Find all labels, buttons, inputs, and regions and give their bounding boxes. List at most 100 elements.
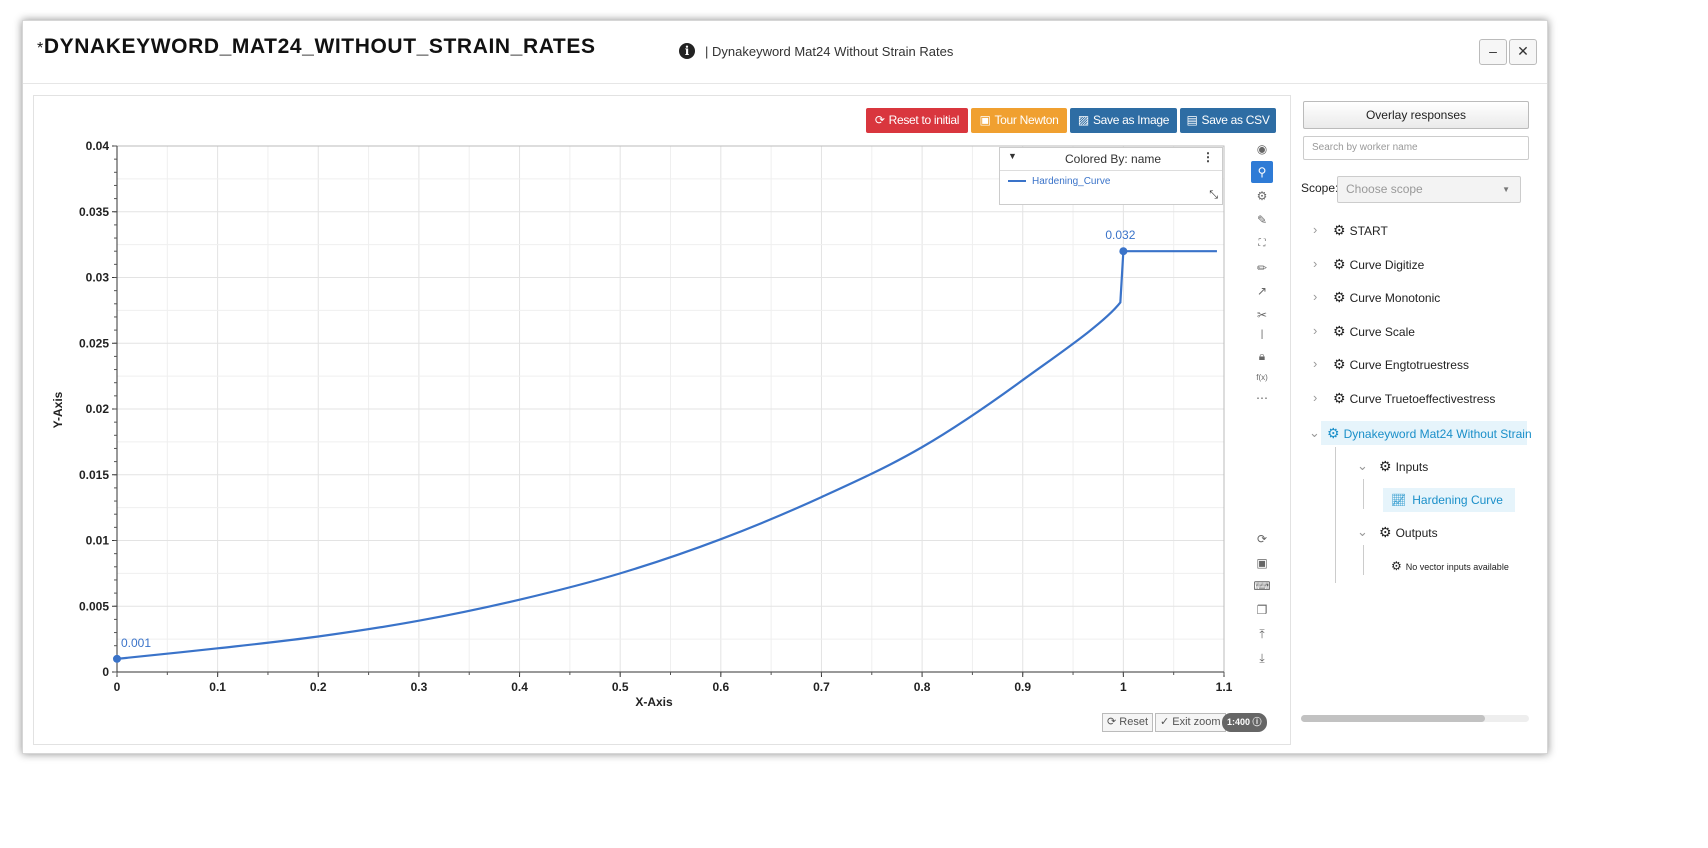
gear-icon: ⚙	[1379, 458, 1392, 474]
data-point-marker[interactable]	[113, 654, 121, 663]
save-as-csv-button[interactable]: ▤ Save as CSV	[1180, 108, 1276, 133]
tree-item-label: Curve Monotonic	[1349, 291, 1441, 305]
tree-item-curve-monotonic[interactable]: › ⚙ Curve Monotonic	[1313, 286, 1441, 308]
unsaved-marker: *	[37, 40, 44, 57]
zoom-ratio-badge[interactable]: 1:400 ⓘ	[1222, 713, 1267, 732]
x-tick-label: 0.1	[209, 680, 226, 694]
y-tick-label: 0	[102, 665, 109, 679]
horizontal-scrollbar[interactable]	[1301, 715, 1529, 722]
more-icon[interactable]: ⋯	[1256, 391, 1268, 405]
tree-guide-line	[1363, 479, 1364, 509]
window-title: *DYNAKEYWORD_MAT24_WITHOUT_STRAIN_RATES	[37, 35, 596, 59]
x-tick-label: 1	[1120, 680, 1127, 694]
copy-icon[interactable]: ❐	[1256, 603, 1268, 617]
title-text: DYNAKEYWORD_MAT24_WITHOUT_STRAIN_RATES	[43, 35, 596, 58]
data-point-label: 0.001	[121, 636, 151, 650]
data-point-marker[interactable]	[1119, 247, 1128, 256]
chevron-down-icon[interactable]: ⌄	[1309, 425, 1320, 440]
tree-item-curve-engtotruestress[interactable]: › ⚙ Curve Engtotruestress	[1313, 353, 1469, 375]
upload-icon[interactable]: ⤒	[1259, 627, 1265, 641]
exit-zoom-button[interactable]: ✓ Exit zoom	[1155, 713, 1226, 732]
refresh-icon[interactable]: ⟳	[1256, 532, 1268, 546]
gear-icon: ⚙	[1333, 255, 1346, 272]
tree-item-curve-digitize[interactable]: › ⚙ Curve Digitize	[1313, 253, 1424, 275]
x-tick-label: 0.8	[914, 680, 931, 694]
y-tick-label: 0.03	[86, 271, 110, 285]
close-button[interactable]: ✕	[1509, 39, 1537, 65]
y-tick-label: 0.02	[86, 402, 110, 416]
x-tick-label: 0.7	[813, 680, 830, 694]
scope-label: Scope:	[1301, 181, 1339, 195]
pencil-icon[interactable]: ✏	[1256, 261, 1268, 275]
gear-icon: ⚙	[1333, 289, 1346, 305]
chevron-right-icon[interactable]: ›	[1313, 222, 1318, 237]
x-tick-label: 0.9	[1014, 680, 1031, 694]
resize-handle-icon[interactable]: ⤡	[1209, 189, 1218, 201]
search-input[interactable]: Search by worker name	[1303, 136, 1529, 160]
tree-item-inputs[interactable]: ⌄ ⚙ Inputs	[1357, 455, 1428, 477]
legend-line-swatch	[1008, 180, 1026, 183]
right-panel: Overlay responses Search by worker name …	[1301, 95, 1532, 735]
y-tick-label: 0.04	[86, 139, 110, 153]
keyboard-icon[interactable]: ⌨	[1253, 579, 1271, 593]
tour-newton-button[interactable]: ▣ Tour Newton	[971, 108, 1067, 133]
tree-item-start[interactable]: › ⚙ START	[1313, 219, 1388, 241]
lock-icon[interactable]: 🔒︎	[1258, 349, 1266, 363]
gear-icon: ⚙	[1379, 524, 1392, 540]
y-axis-label: Y-Axis	[51, 391, 65, 428]
minimize-button[interactable]: –	[1479, 39, 1507, 65]
x-tick-label: 0.3	[411, 680, 428, 694]
x-tick-label: 0.5	[612, 680, 629, 694]
tree-item-active-worker[interactable]: ⌄ ⚙ Dynakeyword Mat24 Without Strain	[1309, 421, 1532, 445]
legend-header[interactable]: ▼ Colored By: name ⋮	[1000, 148, 1222, 171]
caret-down-icon[interactable]: ▼	[1008, 151, 1017, 161]
chevron-right-icon[interactable]: ›	[1313, 289, 1318, 304]
x-tick-label: 0.6	[712, 680, 729, 694]
eye-icon[interactable]: ◉	[1256, 142, 1268, 156]
function-icon[interactable]: f(x)	[1256, 373, 1268, 382]
window-header: *DYNAKEYWORD_MAT24_WITHOUT_STRAIN_RATES …	[23, 21, 1547, 84]
chevron-right-icon[interactable]: ›	[1313, 322, 1318, 338]
overlay-responses-button[interactable]: Overlay responses	[1303, 101, 1529, 129]
legend-colored-by: Colored By: name	[1065, 152, 1162, 166]
expand-icon[interactable]: ⛶	[1258, 238, 1266, 249]
chevron-right-icon[interactable]: ›	[1313, 356, 1318, 371]
series-line-hardening-curve[interactable]	[116, 250, 1217, 660]
line-icon[interactable]: |	[1260, 329, 1264, 340]
settings-icon[interactable]: ⚙	[1256, 189, 1268, 203]
check-icon: ✓	[1160, 716, 1173, 728]
tree-item-label: Curve Engtotruestress	[1349, 358, 1469, 372]
tree-item-hardening-curve[interactable]: 📈︎ Hardening Curve	[1383, 488, 1515, 512]
y-tick-label: 0.005	[79, 599, 109, 613]
gear-icon: ⚙	[1327, 425, 1340, 441]
tools-icon[interactable]: ✂	[1256, 308, 1268, 322]
hardening-chart[interactable]: 0 0.1 0.2 0.3 0.4 0.5 0.6 0.7 0.8 0.9 1 1.1 0 0.005 0.…	[34, 96, 1234, 726]
chevron-right-icon[interactable]: ›	[1313, 389, 1318, 405]
save-icon[interactable]: ▣	[1256, 556, 1268, 570]
tree-item-curve-scale[interactable]: › ⚙ Curve Scale	[1313, 320, 1415, 342]
tree-guide-line	[1335, 447, 1336, 583]
scrollbar-thumb[interactable]	[1301, 715, 1485, 722]
arrow-icon[interactable]: ↗	[1256, 284, 1268, 298]
zoom-icon[interactable]: ⚲	[1251, 161, 1273, 183]
save-as-image-button[interactable]: ▨ Save as Image	[1070, 108, 1177, 133]
scope-select[interactable]: Choose scope ▼	[1337, 176, 1521, 203]
gear-icon: ⚙	[1391, 559, 1402, 573]
info-icon[interactable]: i	[679, 43, 695, 59]
gear-icon: ⚙	[1333, 389, 1346, 406]
refresh-icon: ⟳	[874, 113, 885, 127]
zoom-reset-button[interactable]: ⟳ Reset	[1102, 713, 1154, 732]
brush-icon[interactable]: ✎	[1256, 213, 1268, 227]
tree-item-curve-truetoeffectivestress[interactable]: › ⚙ Curve Truetoeffectivestress	[1313, 387, 1495, 409]
reset-to-initial-button[interactable]: ⟳ Reset to initial	[866, 108, 968, 133]
download-icon[interactable]: ⤓	[1259, 651, 1265, 665]
tree-item-label: Curve Scale	[1349, 324, 1415, 339]
tree-item-outputs[interactable]: ⌄ ⚙ Outputs	[1357, 521, 1438, 543]
worker-window: *DYNAKEYWORD_MAT24_WITHOUT_STRAIN_RATES …	[22, 20, 1548, 754]
chevron-down-icon[interactable]: ⌄	[1357, 524, 1368, 539]
chevron-right-icon[interactable]: ›	[1313, 255, 1318, 271]
chevron-down-icon[interactable]: ⌄	[1357, 458, 1368, 473]
y-tick-label: 0.025	[79, 336, 109, 350]
kebab-menu-icon[interactable]: ⋮	[1202, 150, 1214, 164]
legend-item-hardening-curve[interactable]: Hardening_Curve	[1008, 176, 1110, 187]
